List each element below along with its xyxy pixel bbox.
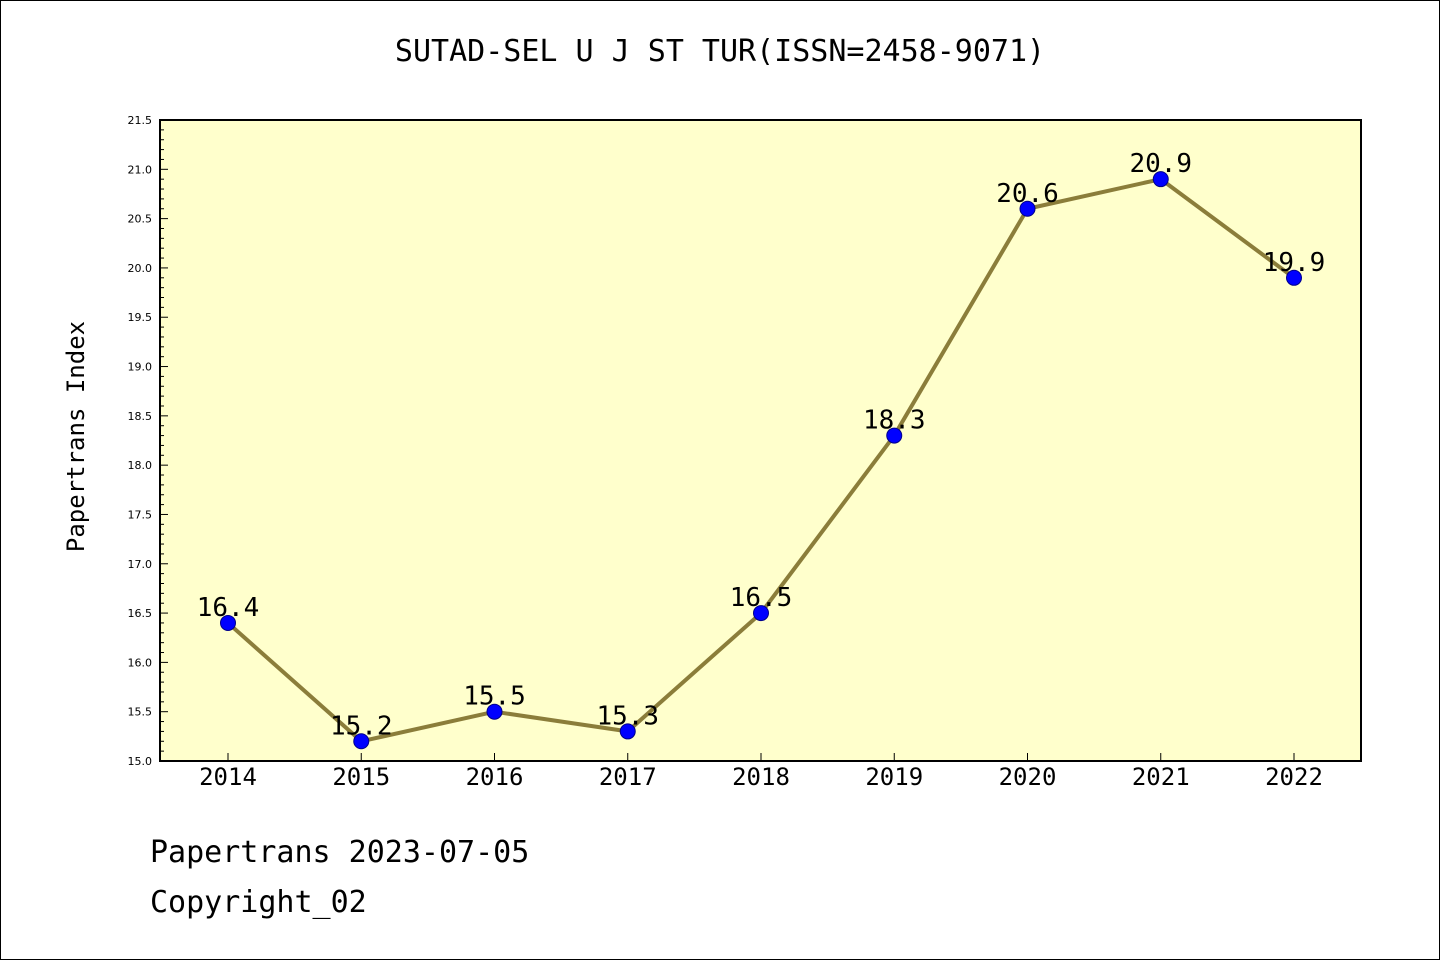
x-tick-label: 2016 [466,763,524,791]
data-label: 20.9 [1129,149,1192,179]
y-tick-label: 17.0 [128,558,153,571]
x-axis: 2014 2015 2016 2017 2018 2019 2020 2021 2022 [199,753,1323,791]
y-tick-label: 18.0 [128,459,153,472]
y-tick-label: 21.5 [128,114,153,127]
data-point [220,614,236,631]
y-axis: 15.0 15.5 16.0 16.5 17.0 17.5 18.0 18.5 19.0 19.5… [128,114,168,768]
data-point [753,605,769,622]
data-point [1286,269,1302,286]
series-group: 16.4 15.2 15.5 15.3 16.5 18.3 20.6 20.9 19.9 [197,149,1326,750]
y-tick-label: 17.5 [128,508,153,521]
data-label: 15.3 [596,701,659,731]
y-tick-label: 16.0 [128,656,153,669]
data-point [353,733,370,750]
data-point [886,427,903,444]
data-label: 20.6 [996,179,1059,209]
plot-background [160,120,1361,761]
x-tick-label: 2019 [865,763,923,791]
y-tick-label: 15.0 [128,755,153,768]
y-tick-label: 21.0 [128,163,153,176]
y-tick-label: 18.5 [128,410,153,423]
chart-title: SUTAD-SEL U J ST TUR(ISSN=2458-9071) [394,34,1046,69]
y-tick-label: 19.5 [128,311,153,324]
data-label: 19.9 [1263,248,1326,278]
footer-date: Papertrans 2023-07-05 [150,835,530,870]
x-tick-label: 2018 [732,763,790,791]
x-tick-label: 2022 [1265,763,1323,791]
y-tick-label: 16.5 [128,607,153,620]
data-point [1019,200,1036,217]
data-point [1152,171,1169,188]
y-tick-label: 19.0 [128,361,153,374]
y-tick-label: 20.0 [128,262,153,275]
x-tick-label: 2020 [999,763,1057,791]
data-label: 16.4 [197,593,260,623]
x-tick-label: 2017 [599,763,657,791]
x-tick-label: 2021 [1132,763,1190,791]
data-point [486,703,503,720]
data-label: 16.5 [730,583,793,613]
y-axis-label: Papertrans Index [62,321,90,552]
data-label: 15.5 [463,682,526,712]
footer-copyright: Copyright_02 [150,885,367,920]
data-label: 15.2 [330,711,393,741]
x-tick-label: 2015 [332,763,390,791]
data-label: 18.3 [863,406,926,436]
y-tick-label: 20.5 [128,213,153,226]
x-tick-label: 2014 [199,763,257,791]
data-point [619,723,636,740]
plot-border [159,119,1362,762]
y-tick-label: 15.5 [128,706,153,719]
